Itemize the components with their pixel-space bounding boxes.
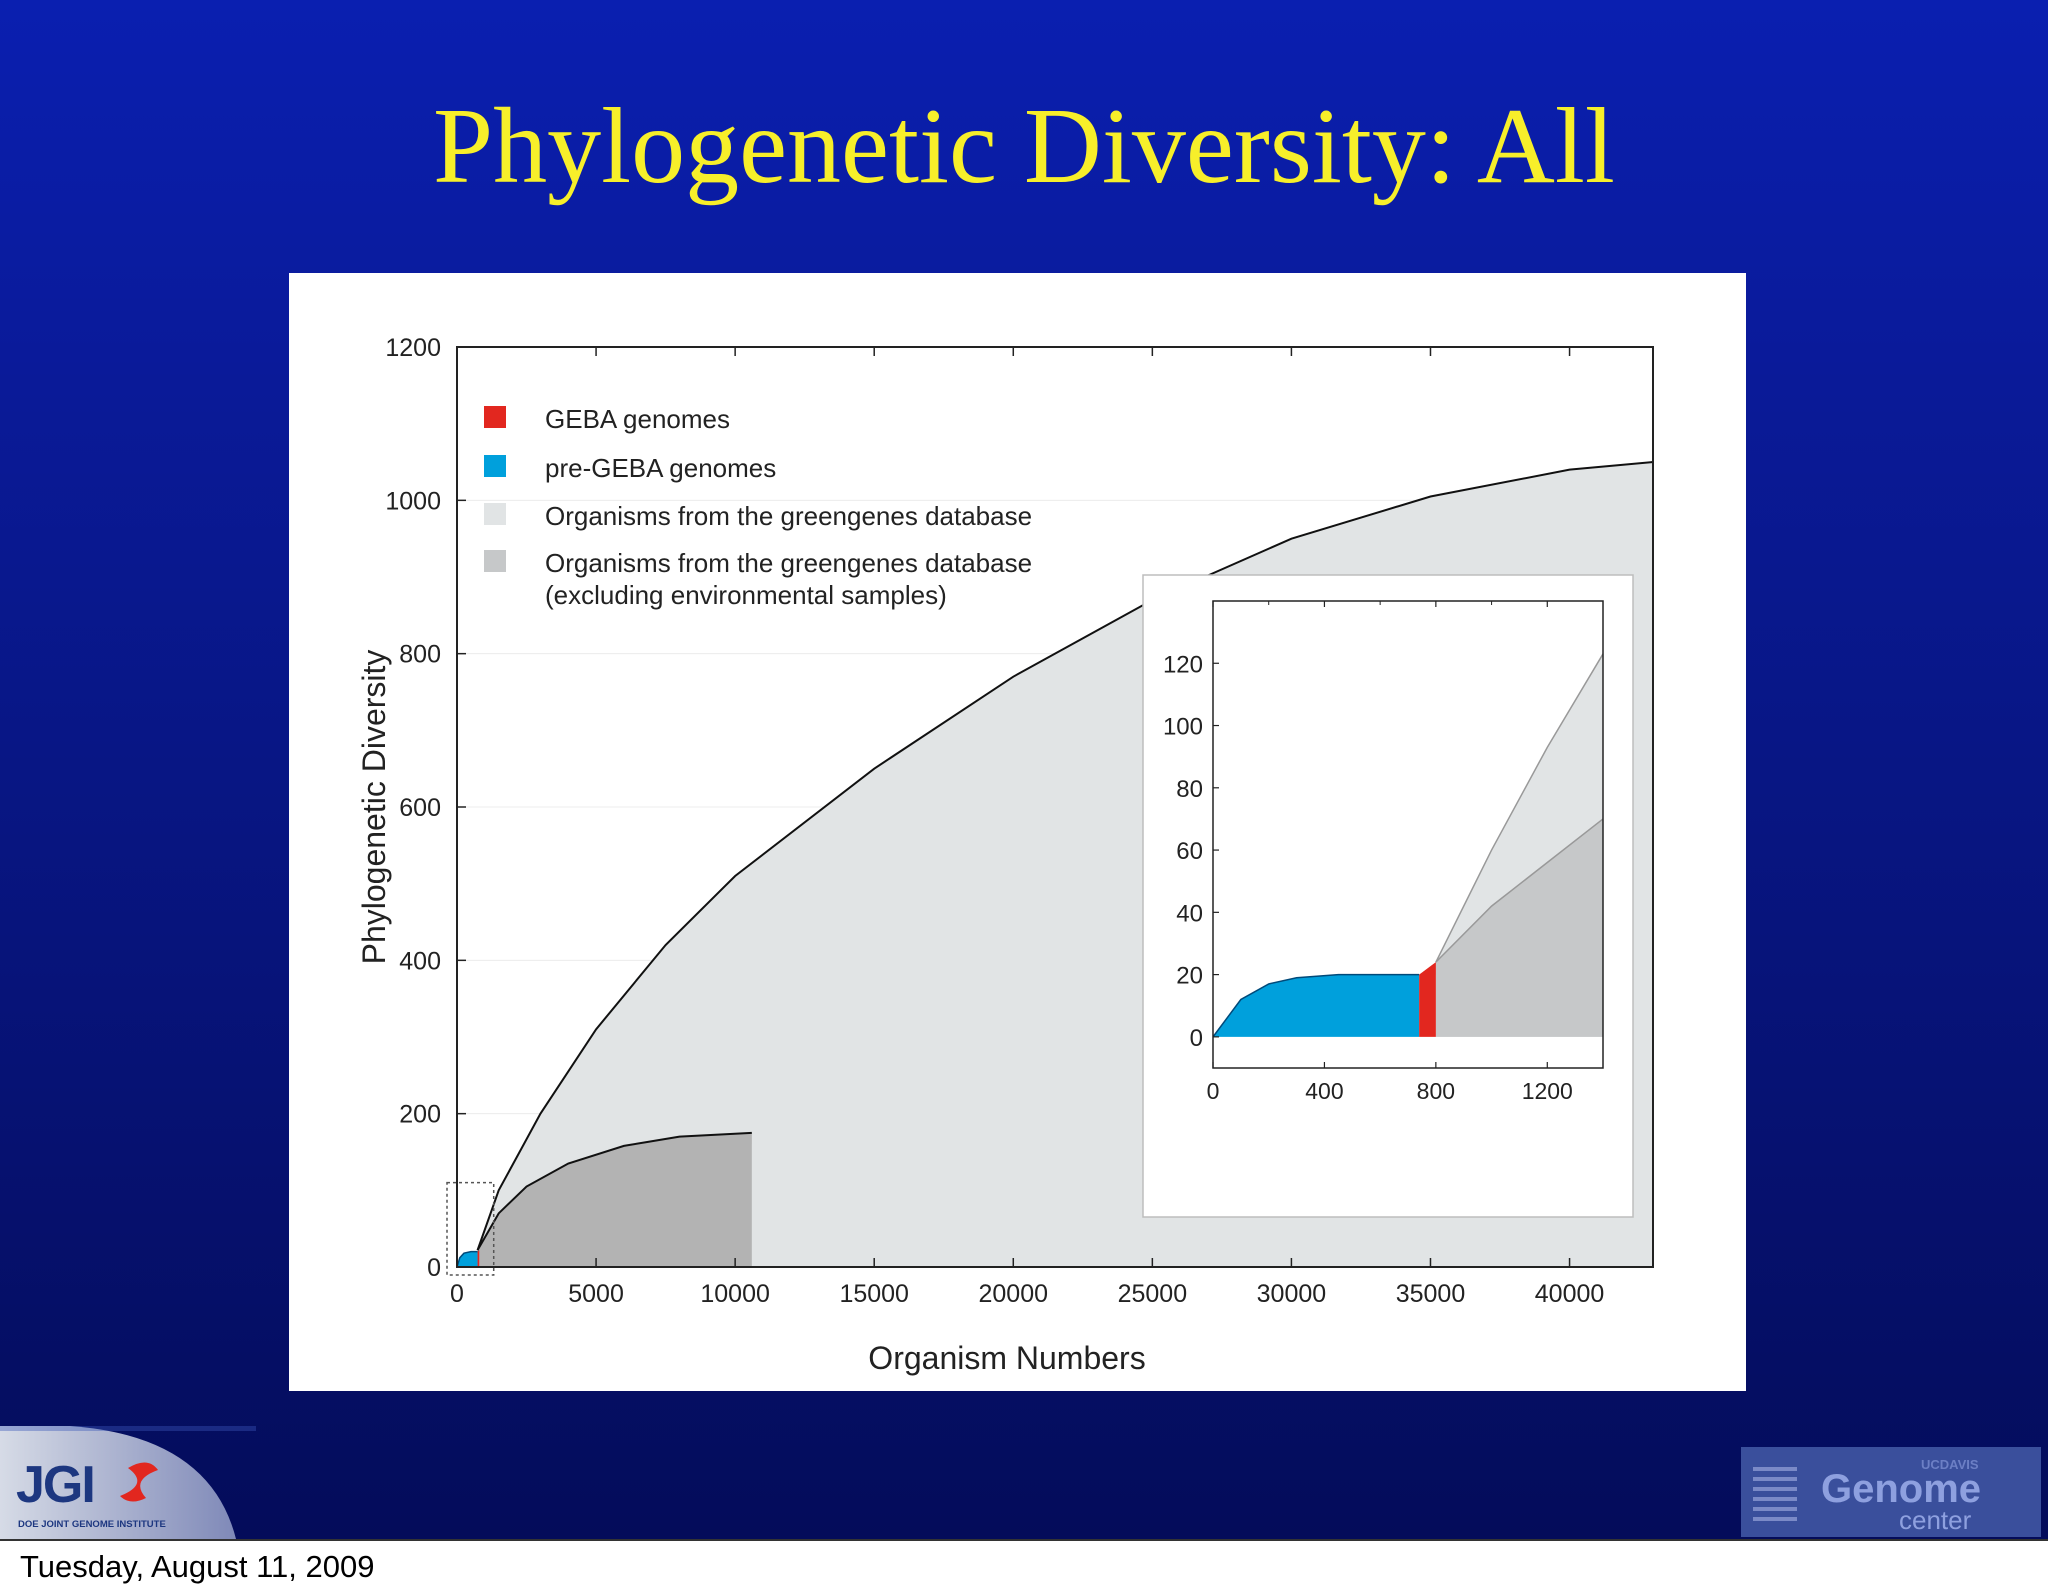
slide-title: Phylogenetic Diversity: All (433, 87, 1615, 206)
inset-y-ticks: 0 20 40 60 80 100 120 (1163, 651, 1219, 1052)
legend-label-greengenes-excl-env-line2: (excluding environmental samples) (545, 580, 947, 610)
inset-y-tick-label-40: 40 (1176, 900, 1203, 927)
x-tick-label-5000: 5000 (568, 1280, 624, 1308)
inset-y-tick-label-120: 120 (1163, 651, 1203, 678)
inset-x-tick-label-400: 400 (1305, 1078, 1343, 1104)
jgi-background-shape (0, 1426, 236, 1539)
legend-label-geba: GEBA genomes (545, 404, 730, 434)
chart-panel: 0 200 400 600 800 1000 1200 0 5000 10000 15000 200… (289, 273, 1746, 1391)
jgi-logo-subtitle: DOE JOINT GENOME INSTITUTE (18, 1519, 166, 1530)
inset-plot-frame (1212, 600, 1604, 1069)
legend-label-pre-geba: pre-GEBA genomes (545, 453, 776, 483)
series-area-greengenes-excluding-environmental (477, 1132, 752, 1267)
inset-x-tick-label-800: 800 (1417, 1078, 1455, 1104)
inset-x-tick-label-0: 0 (1207, 1078, 1220, 1104)
zoom-box-rect (446, 1181, 495, 1276)
inset-y-tick-label-100: 100 (1163, 714, 1203, 741)
inset-series-area-greengenes-excluding-environmental (1435, 818, 1603, 1037)
y-tick-label-0: 0 (427, 1254, 441, 1282)
y-axis-label: Phylogenetic Diversity (356, 650, 392, 965)
x-tick-label-25000: 25000 (1118, 1280, 1188, 1308)
y-tick-label-600: 600 (399, 794, 441, 822)
series-line-organisms-from-the-greengenes-database (476, 461, 1654, 1251)
inset-y-tick-label-80: 80 (1176, 776, 1203, 803)
y-tick-label-1000: 1000 (385, 487, 441, 515)
genome-stripes-icon (1753, 1467, 1797, 1521)
inset-y-tick-label-20: 20 (1176, 963, 1203, 990)
main-y-ticks: 0 200 400 600 800 1000 1200 (385, 334, 466, 1282)
genome-logo-small: UCDAVIS (1921, 1457, 1979, 1472)
slide: Phylogenetic Diversity: All 0 200 400 600 80… (0, 0, 2048, 1539)
legend-label-greengenes: Organisms from the greengenes database (545, 501, 1032, 531)
inset-series-line-organisms-from-the-greengenes-database (1435, 653, 1604, 963)
legend: GEBA genomes pre-GEBA genomes Organisms … (484, 404, 1032, 610)
x-tick-label-10000: 10000 (700, 1280, 770, 1308)
inset-x-ticks: 0 400 800 1200 (1207, 601, 1573, 1104)
inset-series-area-pre-geba-genomes (1213, 974, 1420, 1037)
series-area-geba-genomes (477, 1250, 480, 1267)
inset-series-area-geba-genomes (1419, 962, 1436, 1037)
legend-swatch-greengenes-excl-env (484, 550, 506, 572)
inset-series-line-greengenes-excluding-environmental (1435, 818, 1604, 963)
zoom-box (446, 1181, 495, 1276)
x-axis-label: Organism Numbers (868, 1340, 1145, 1376)
legend-swatch-geba (484, 406, 506, 428)
x-tick-label-0: 0 (450, 1280, 464, 1308)
y-tick-label-800: 800 (399, 641, 441, 669)
genome-logo-main: Genome (1821, 1467, 1981, 1511)
inset-y-tick-label-0: 0 (1190, 1025, 1203, 1052)
main-x-ticks: 0 5000 10000 15000 20000 25000 30000 35000 40000 (450, 347, 1604, 1308)
x-tick-label-15000: 15000 (839, 1280, 909, 1308)
inset-series-line-pre-geba-genomes (1212, 973, 1420, 1038)
jgi-logo: JGI DOE JOINT GENOME INSTITUTE (0, 1426, 256, 1539)
x-tick-label-20000: 20000 (979, 1280, 1049, 1308)
footer-bar: Tuesday, August 11, 2009 (0, 1539, 2048, 1595)
inset-chart: 0 20 40 60 80 100 120 0 400 800 1200 (1142, 574, 1634, 1218)
y-tick-label-200: 200 (399, 1101, 441, 1129)
slide-date: Tuesday, August 11, 2009 (20, 1549, 375, 1584)
x-tick-label-30000: 30000 (1257, 1280, 1327, 1308)
genome-center-logo: UCDAVIS Genome center (1741, 1447, 2041, 1537)
jgi-logo-text: JGI (16, 1456, 94, 1514)
legend-swatch-pre-geba (484, 455, 506, 477)
series-line-greengenes-excluding-environmental (476, 1131, 752, 1251)
y-tick-label-400: 400 (399, 947, 441, 975)
x-tick-label-35000: 35000 (1396, 1280, 1466, 1308)
x-tick-label-40000: 40000 (1535, 1280, 1605, 1308)
inset-x-tick-label-1200: 1200 (1522, 1078, 1573, 1104)
genome-logo-sub: center (1899, 1505, 1972, 1535)
series-line-pre-geba-genomes (456, 1250, 478, 1268)
y-tick-label-1200: 1200 (385, 334, 441, 362)
legend-label-greengenes-excl-env-line1: Organisms from the greengenes database (545, 548, 1032, 578)
inset-y-tick-label-60: 60 (1176, 838, 1203, 865)
jgi-swoosh-icon (120, 1462, 158, 1502)
inset-fills (1212, 653, 1604, 1038)
legend-swatch-greengenes (484, 503, 506, 525)
genome-logo-background (1741, 1447, 2041, 1537)
jgi-band (0, 1426, 256, 1431)
